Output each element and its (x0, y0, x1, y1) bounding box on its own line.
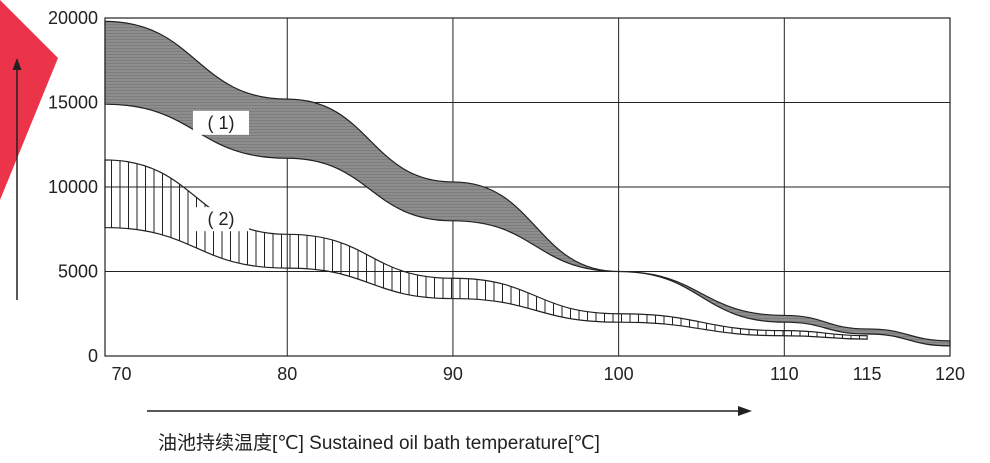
band-2 (104, 159, 868, 340)
bands (104, 20, 951, 347)
y-tick-label: 20000 (48, 8, 98, 28)
x-axis-arrow (147, 406, 752, 416)
band-label-bg (192, 207, 249, 232)
x-tick-label: 110 (770, 364, 799, 384)
labels: ( 1) ( 2) (192, 110, 249, 232)
red-watermark-arrow (0, 0, 58, 200)
x-tick-label: 80 (277, 364, 297, 384)
x-axis-title: 油池持续温度[℃] Sustained oil bath temperature… (158, 432, 600, 454)
x-tick-label: 100 (604, 364, 634, 384)
x-tick-label: 120 (935, 364, 965, 384)
y-axis-arrow (12, 58, 22, 300)
band-label-1: ( 1) (207, 113, 234, 133)
x-tick-label: 90 (443, 364, 463, 384)
band-1 (104, 20, 951, 347)
y-tick-label: 5000 (58, 262, 98, 282)
y-tick-label: 15000 (48, 93, 98, 113)
axes: 0 5000 10000 15000 20000 70 80 90 100 110 115 120 (48, 8, 965, 384)
x-tick-label: 70 (112, 364, 132, 384)
y-tick-label: 0 (88, 346, 98, 366)
x-tick-label: 115 (853, 364, 882, 384)
band-label-2: ( 2) (207, 209, 234, 229)
y-tick-label: 10000 (48, 177, 98, 197)
band-label-bg (192, 110, 249, 135)
